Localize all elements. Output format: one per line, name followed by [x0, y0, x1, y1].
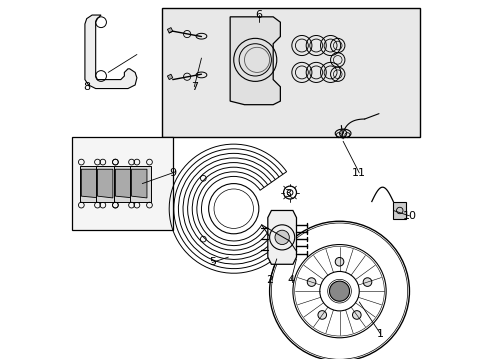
- Polygon shape: [85, 15, 137, 89]
- Circle shape: [274, 230, 289, 244]
- Polygon shape: [131, 169, 147, 198]
- Polygon shape: [115, 169, 133, 198]
- Polygon shape: [267, 211, 296, 264]
- Circle shape: [352, 311, 360, 319]
- Text: 6: 6: [255, 10, 262, 20]
- Text: 10: 10: [402, 211, 416, 221]
- Bar: [392, 202, 405, 220]
- Circle shape: [317, 311, 326, 319]
- Polygon shape: [96, 166, 117, 202]
- Polygon shape: [113, 166, 139, 202]
- Text: 2: 2: [265, 275, 273, 285]
- Bar: [162, 8, 419, 137]
- Polygon shape: [167, 28, 172, 33]
- Polygon shape: [167, 74, 172, 80]
- Circle shape: [306, 278, 315, 287]
- Bar: [72, 137, 172, 230]
- Polygon shape: [129, 166, 151, 202]
- Text: 1: 1: [377, 329, 384, 339]
- Circle shape: [363, 278, 371, 287]
- Text: 11: 11: [351, 168, 366, 178]
- Polygon shape: [230, 17, 280, 105]
- Polygon shape: [81, 169, 100, 198]
- Text: 8: 8: [83, 82, 90, 92]
- Polygon shape: [97, 169, 113, 198]
- Text: 7: 7: [190, 82, 198, 92]
- Text: 9: 9: [169, 168, 176, 178]
- Polygon shape: [80, 166, 104, 202]
- Circle shape: [329, 281, 349, 301]
- Text: 5: 5: [208, 257, 215, 267]
- Text: 4: 4: [287, 275, 294, 285]
- Circle shape: [335, 257, 343, 266]
- Text: 3: 3: [284, 189, 290, 199]
